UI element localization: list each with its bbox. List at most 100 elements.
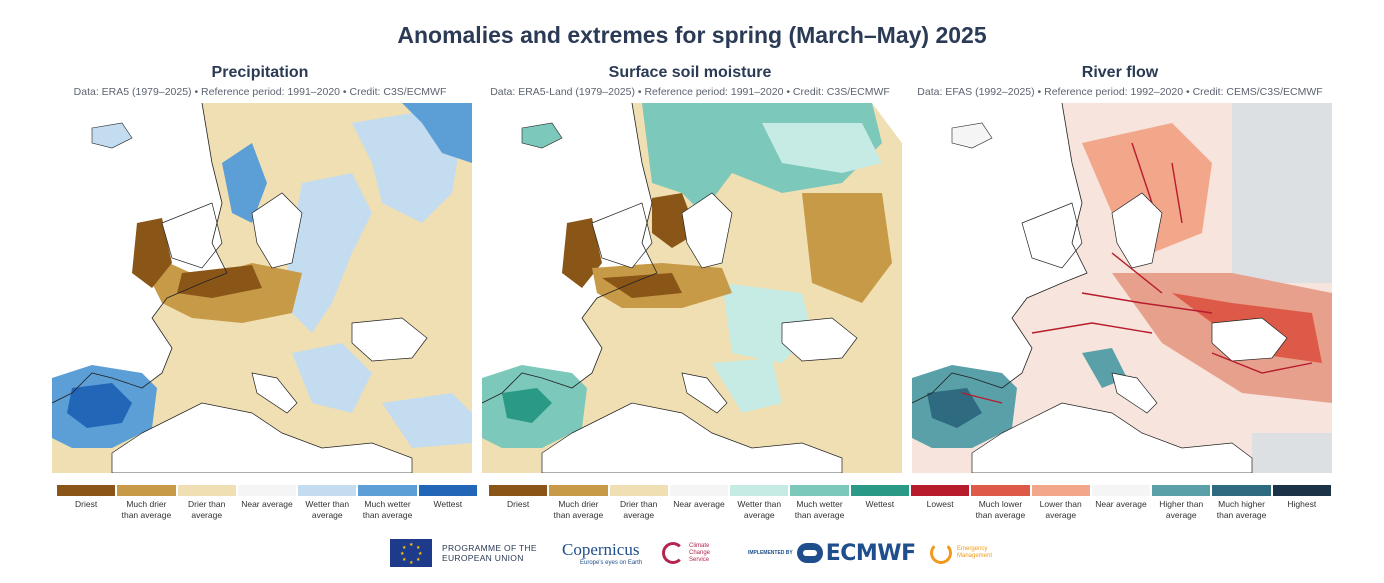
legend-swatch: [971, 485, 1030, 496]
wet-east: [287, 173, 372, 333]
legend-label: Wetter than average: [305, 499, 350, 520]
legend-label: Much drier than average: [121, 499, 172, 520]
legend-swatches: [911, 485, 1331, 496]
legend-precipitation: Driest Much drier than average Drier tha…: [57, 485, 477, 520]
coastline: [912, 103, 1088, 404]
wet-scand: [222, 143, 267, 223]
legend-label: Near average: [241, 499, 293, 509]
page-title: Anomalies and extremes for spring (March…: [397, 22, 987, 48]
copernicus-logo: C opernicus Europe's eyes on Earth: [562, 535, 642, 571]
legend-label: Drier than average: [620, 499, 658, 520]
panel-subtitle: Data: ERA5-Land (1979–2025) • Reference …: [490, 86, 890, 98]
legend-label: Much higher than average: [1216, 499, 1267, 520]
dry-central: [602, 273, 682, 298]
emergency-text: Emergency Management: [957, 546, 993, 559]
eu-flag-icon: ★ ★ ★ ★ ★ ★ ★ ★: [390, 539, 432, 567]
panel-soil-moisture: Surface soil moisture Data: ERA5-Land (1…: [480, 64, 900, 100]
panel-river-flow: River flow Data: EFAS (1992–2025) • Refe…: [910, 64, 1330, 100]
legend-swatch: [418, 485, 477, 496]
panel-subtitle: Data: ERA5 (1979–2025) • Reference perio…: [73, 86, 447, 98]
legend-label: Driest: [507, 499, 530, 509]
eu-programme-text: PROGRAMME OF THE EUROPEAN UNION: [442, 543, 537, 563]
logo-bar: ★ ★ ★ ★ ★ ★ ★ ★ PROGRAMME OF THE EUROPEAN UN…: [390, 535, 1000, 571]
legend-label: Near average: [1095, 499, 1147, 509]
legend-swatch: [911, 485, 970, 496]
baltic-sea: [681, 192, 733, 269]
legend-swatch: [669, 485, 729, 496]
legend-swatches: [489, 485, 909, 496]
legend-label: Highest: [1287, 499, 1317, 509]
legend-label: Lower than average: [1039, 499, 1082, 520]
north-sea: [1021, 202, 1083, 269]
river-flow-map-svg: [912, 103, 1332, 473]
wet-balkan: [292, 343, 372, 413]
soil-moisture-map-svg: [482, 103, 902, 473]
dry-britain: [562, 218, 602, 288]
legend-swatch: [1152, 485, 1211, 496]
north-sea: [591, 202, 653, 269]
legend-label: Higher than average: [1159, 499, 1204, 520]
soil-moisture-map: [482, 103, 902, 473]
iceland: [91, 122, 133, 149]
legend-label: Much wetter than average: [794, 499, 845, 520]
river-flow-map: [912, 103, 1332, 473]
c3s-text: Climate Change Service: [689, 542, 711, 563]
legend-label: Wetter than average: [737, 499, 782, 520]
wettest-iberia: [502, 388, 552, 423]
panel-precipitation: Precipitation Data: ERA5 (1979–2025) • R…: [50, 64, 470, 100]
panel-title: Surface soil moisture: [608, 64, 772, 81]
legend-label: Drier than average: [188, 499, 226, 520]
black-sea: [781, 317, 858, 362]
emergency-logo: Emergency Management: [930, 535, 997, 571]
coastline: [52, 103, 228, 404]
legend-soil-moisture: Driest Much drier than average Drier tha…: [489, 485, 909, 520]
panel-subtitle: Data: EFAS (1992–2025) • Reference perio…: [917, 86, 1323, 98]
dry-britain: [132, 218, 172, 288]
legend-swatch: [298, 485, 357, 496]
legend-swatches: [57, 485, 477, 496]
baltic-sea: [1111, 192, 1163, 269]
legend-swatch: [549, 485, 608, 496]
implemented-by-text: IMPLEMENTED BY: [748, 550, 793, 556]
emergency-ring-icon: [930, 542, 952, 564]
wettest-iberia: [67, 383, 132, 428]
copernicus-c-icon: C: [562, 540, 574, 559]
black-sea: [1211, 317, 1288, 362]
legend-label: Lowest: [926, 499, 954, 509]
legend-swatch: [117, 485, 176, 496]
ecmwf-logo: IMPLEMENTED BY ECMWF: [748, 535, 916, 571]
iceland: [951, 122, 993, 149]
legend-label: Wettest: [865, 499, 895, 509]
legend-river-flow: Lowest Much lower than average Lower tha…: [911, 485, 1331, 520]
legend-swatch: [1091, 485, 1151, 496]
wet-balkan: [712, 358, 782, 413]
dry-east: [802, 193, 892, 303]
legend-label: Much wetter than average: [362, 499, 413, 520]
legend-label: Driest: [75, 499, 98, 509]
dry-central: [177, 265, 262, 298]
legend-swatch: [237, 485, 297, 496]
c3s-ring-icon: [662, 542, 684, 564]
legend-label: Much lower than average: [975, 499, 1026, 520]
legend-swatch: [358, 485, 417, 496]
precipitation-map-svg: [52, 103, 472, 473]
legend-swatch: [1031, 485, 1090, 496]
wet-northeast: [762, 123, 882, 173]
coastline: [482, 103, 658, 404]
legend-label: Wettest: [433, 499, 463, 509]
panel-title: River flow: [1081, 64, 1159, 81]
legend-swatch: [489, 485, 548, 496]
adriatic: [251, 372, 298, 414]
copernicus-wordmark: opernicus: [573, 540, 640, 559]
legend-swatch: [730, 485, 789, 496]
adriatic: [1111, 372, 1158, 414]
wet-turkey: [382, 393, 472, 448]
legend-swatch: [790, 485, 849, 496]
river-network: [961, 142, 1313, 404]
legend-swatch: [850, 485, 909, 496]
black-sea: [351, 317, 428, 362]
c3s-logo: Climate Change Service: [662, 535, 729, 571]
adriatic: [681, 372, 728, 414]
precipitation-map: [52, 103, 472, 473]
highest-iberia: [927, 388, 982, 428]
